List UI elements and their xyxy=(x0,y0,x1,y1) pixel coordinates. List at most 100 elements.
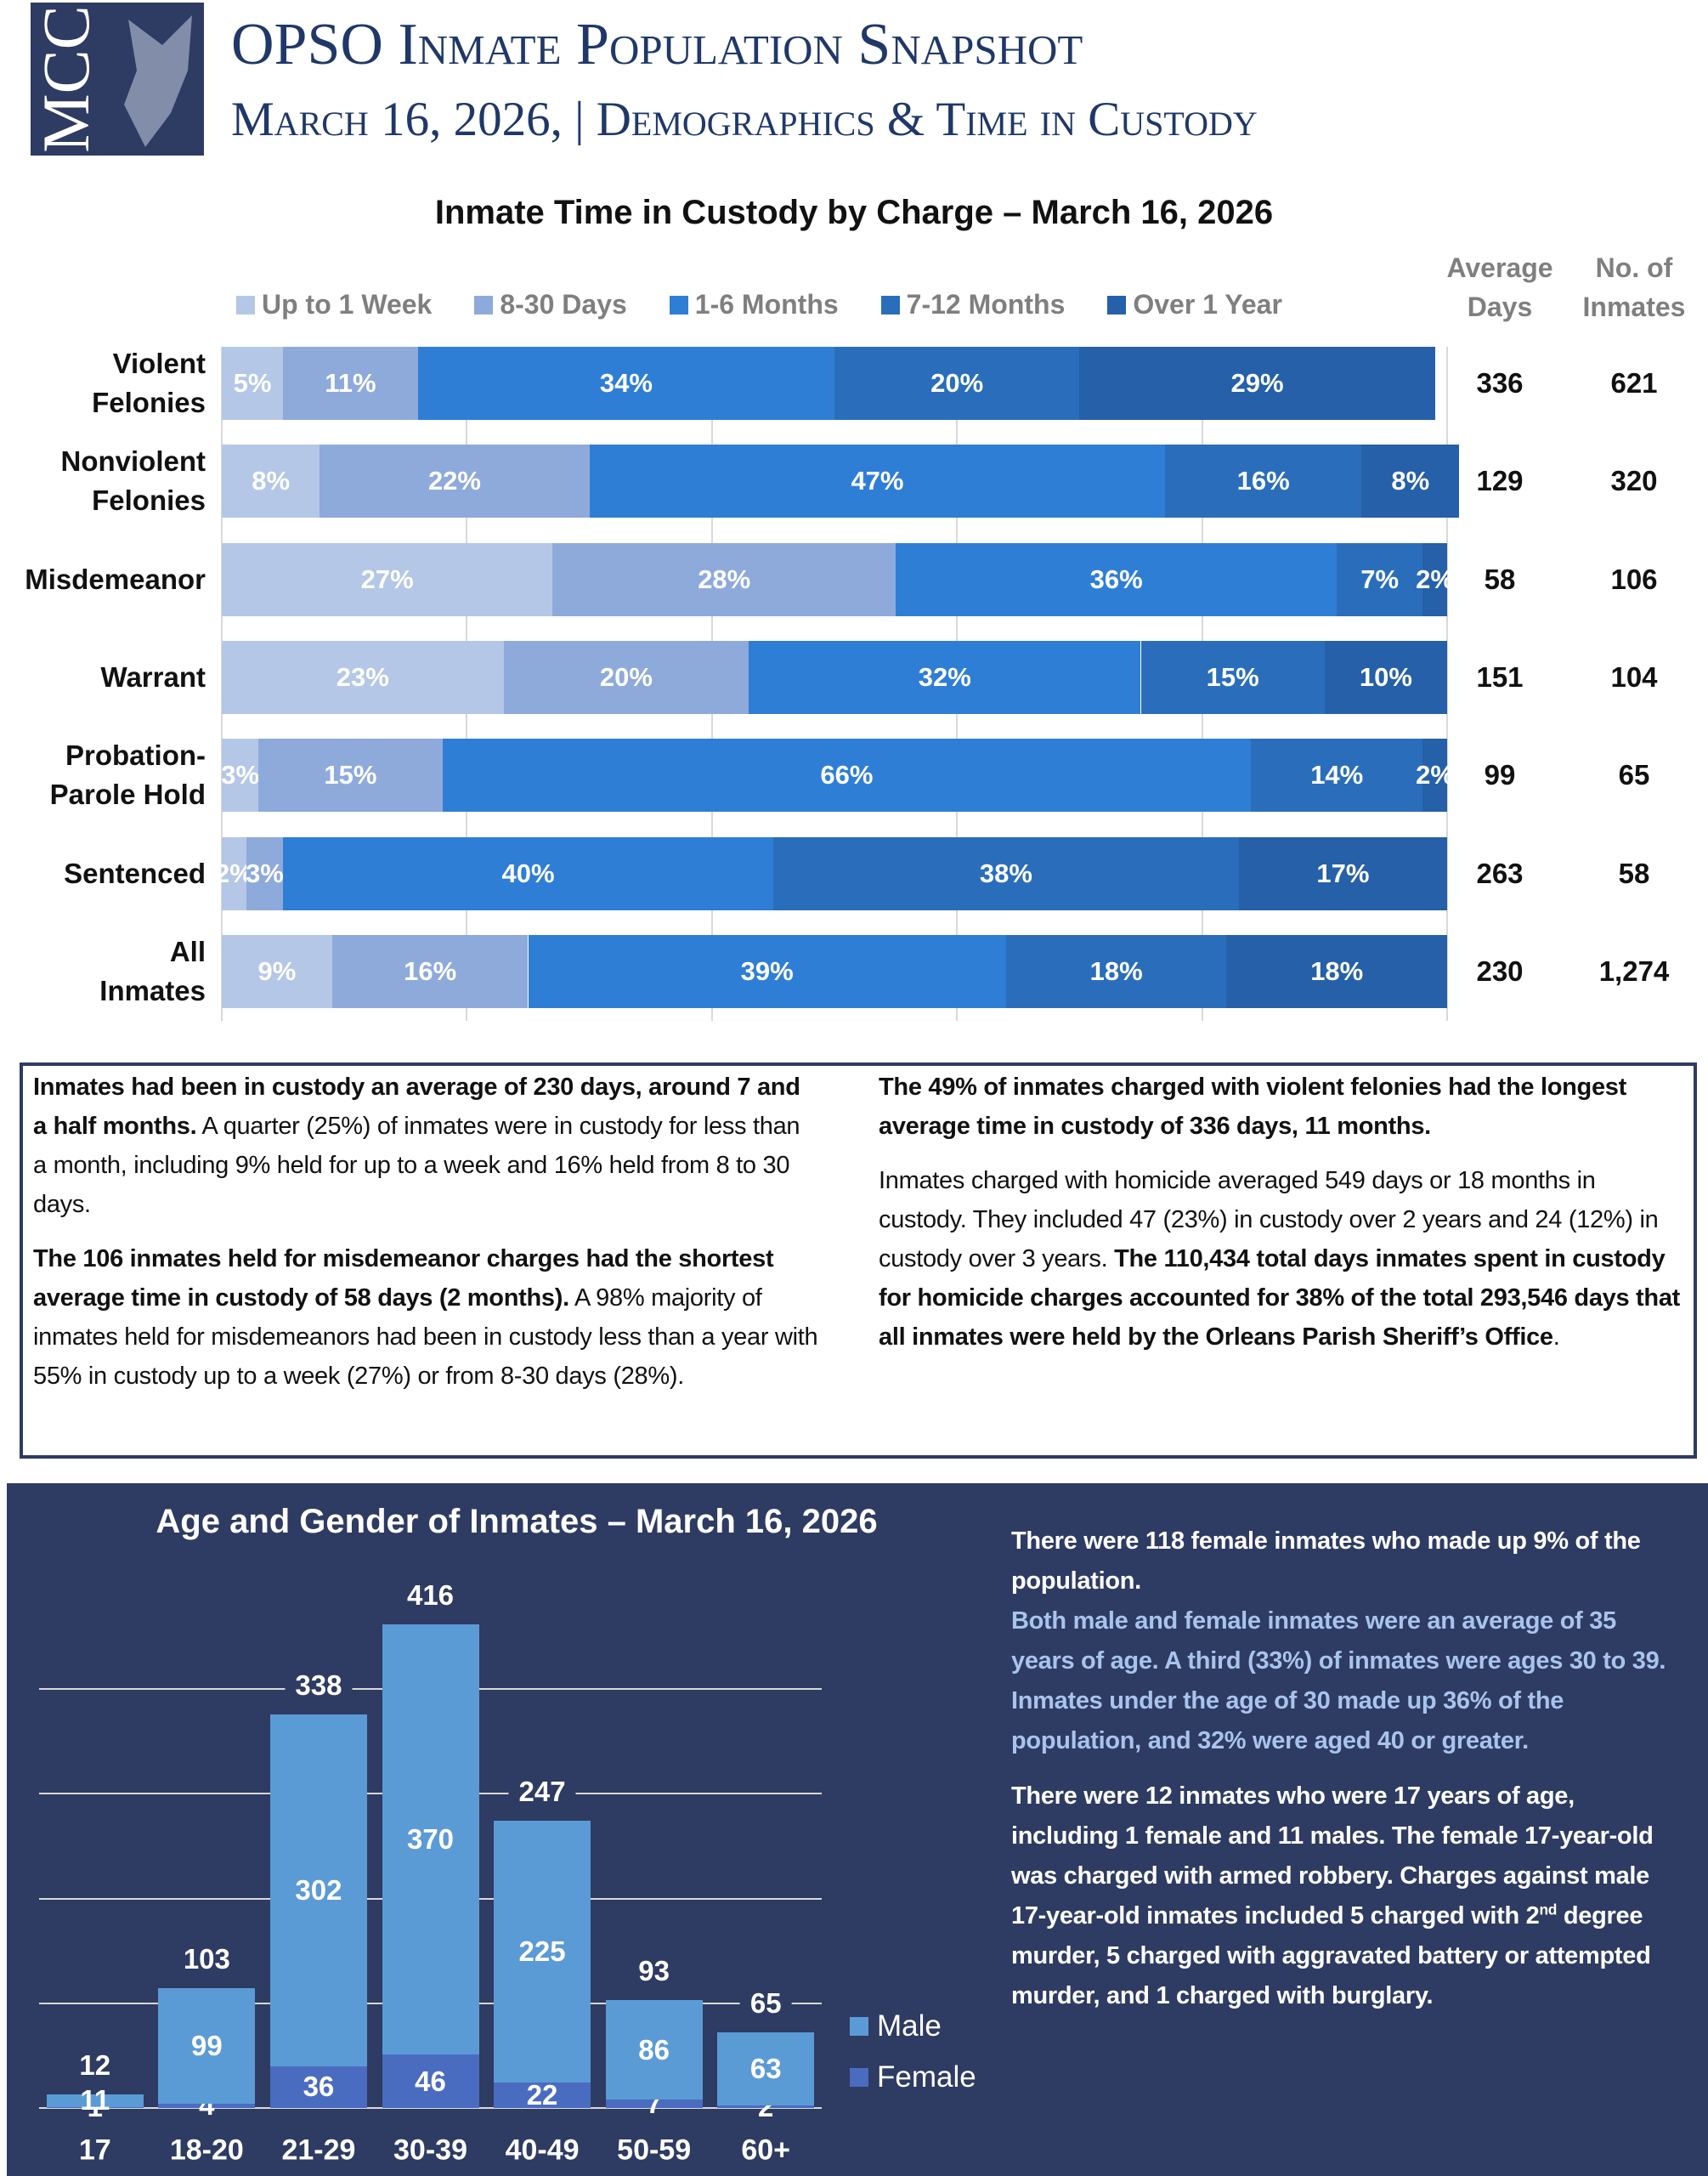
bar-segment xyxy=(717,2032,815,2106)
bar-segment xyxy=(158,2103,256,2108)
paragraph: The 106 inmates held for misdemeanor cha… xyxy=(33,1239,819,1396)
paragraph: There were 12 inmates who were 17 years … xyxy=(1011,1776,1683,2016)
grid-line xyxy=(1446,347,1448,1021)
value-label: 36 xyxy=(303,2071,335,2103)
value-label: 17% xyxy=(1316,858,1370,888)
value-label: 225 xyxy=(518,1935,566,1967)
table-value: 263 xyxy=(1476,857,1524,889)
bar-segment xyxy=(749,640,1141,714)
logo: MCC xyxy=(31,3,204,156)
value-label: 20% xyxy=(930,368,984,398)
value-label: 18% xyxy=(1089,955,1143,986)
bar-segment xyxy=(382,1624,479,2055)
table-value: 99 xyxy=(1484,759,1516,791)
paragraph: Both male and female inmates were an ave… xyxy=(1011,1601,1683,1761)
column-header: No. of Inmates xyxy=(1582,252,1686,322)
value-label: 3% xyxy=(221,760,260,790)
category-label: Warrant xyxy=(100,660,206,693)
text-run: There were 12 inmates who were 17 years … xyxy=(1011,1782,1654,1930)
text-run: There were 118 female inmates who made u… xyxy=(1011,1527,1641,1595)
table-value: 336 xyxy=(1476,367,1524,399)
table-value: 65 xyxy=(1618,759,1650,791)
bar-segment xyxy=(1337,542,1423,616)
bar-segment xyxy=(834,347,1080,420)
total-label: 338 xyxy=(285,1669,353,1703)
text-run: Both male and female inmates were an ave… xyxy=(1011,1607,1666,1754)
page-subtitle: March 16, 2026, | Demographics & Time in… xyxy=(231,93,1258,146)
value-label: 16% xyxy=(404,955,457,986)
notes-column: Inmates had been in custody an average o… xyxy=(33,1068,819,1411)
value-label: 15% xyxy=(324,760,377,790)
value-label: 14% xyxy=(1310,760,1364,790)
bar-segment xyxy=(382,2054,479,2108)
table-value: 230 xyxy=(1476,955,1524,987)
bar-segment xyxy=(1324,640,1447,714)
legend-label: 8-30 Days xyxy=(500,289,627,320)
legend-swatch xyxy=(669,295,688,314)
bar-segment xyxy=(246,836,284,910)
x-tick-label: 17 xyxy=(78,2134,111,2167)
total-label: 65 xyxy=(739,1987,792,2020)
grid-line xyxy=(39,2107,822,2109)
legend: Up to 1 Week 8-30 Days 1-6 Months 7-12 Mont… xyxy=(236,289,1282,320)
category-label: Sentenced xyxy=(64,857,206,889)
bar-segment xyxy=(605,1999,703,2100)
table-value: 151 xyxy=(1476,660,1524,693)
legend-item: Up to 1 Week xyxy=(236,289,432,320)
total-label: 93 xyxy=(628,1954,680,1987)
paragraph: The 49% of inmates charged with violent … xyxy=(879,1068,1682,1146)
text-run: The 106 inmates held for misdemeanor cha… xyxy=(33,1245,774,1312)
bar-segment xyxy=(222,934,332,1008)
value-label: 9% xyxy=(257,955,297,986)
table-value: 58 xyxy=(1484,563,1516,595)
legend-item: 7-12 Months xyxy=(880,289,1066,320)
legend-label: 7-12 Months xyxy=(906,289,1066,320)
bar-segment xyxy=(258,739,443,813)
table-value: 104 xyxy=(1610,660,1658,693)
bar-segment xyxy=(605,2100,703,2108)
value-label: 16% xyxy=(1236,466,1290,496)
bar-segment xyxy=(1422,739,1447,813)
value-label: 11 xyxy=(80,2084,110,2116)
bar-segment xyxy=(494,1820,591,2082)
value-label: 28% xyxy=(698,564,751,594)
column-header: Average Days xyxy=(1446,252,1553,322)
notes-column: The 49% of inmates charged with violent … xyxy=(879,1068,1682,1372)
bar-segment xyxy=(417,347,834,420)
value-label: 10% xyxy=(1359,661,1412,692)
notes-box xyxy=(20,1062,1697,1459)
total-label: 103 xyxy=(172,1943,240,1975)
x-tick-label: 50-59 xyxy=(617,2134,692,2167)
legend-item: 1-6 Months xyxy=(669,289,839,320)
bar-segment xyxy=(331,934,529,1008)
legend-item: Female xyxy=(850,2060,976,2094)
text-run: The 110,434 total days inmates spent in … xyxy=(879,1245,1681,1351)
bar-segment xyxy=(222,739,259,813)
legend-swatch xyxy=(236,295,255,314)
bar-segment xyxy=(1226,934,1447,1008)
value-label: 46 xyxy=(415,2065,446,2097)
text-run: A quarter (25%) of inmates were in custo… xyxy=(33,1113,800,1218)
bar-segment xyxy=(1361,445,1460,518)
legend-swatch xyxy=(850,2068,868,2087)
text-run: nd xyxy=(1539,1901,1558,1918)
x-tick-label: 40-49 xyxy=(505,2134,580,2167)
bar-segment xyxy=(46,2094,144,2107)
value-label: 32% xyxy=(918,661,971,692)
table-value: 129 xyxy=(1476,465,1524,497)
bar-segment xyxy=(283,347,418,420)
value-label: 2% xyxy=(1416,760,1454,790)
value-label: 7% xyxy=(1360,564,1400,594)
text-run: A 98% majority of inmates held for misde… xyxy=(33,1284,818,1390)
bar-segment xyxy=(717,2105,815,2108)
category-label: Misdemeanor xyxy=(25,563,206,595)
bar-segment xyxy=(269,2066,367,2108)
legend-label: Male xyxy=(877,2009,942,2043)
legend-item: 8-30 Days xyxy=(474,289,627,320)
chart-title: Age and Gender of Inmates – March 16, 20… xyxy=(156,1503,878,1540)
value-label: 11% xyxy=(325,368,376,398)
legend-label: Female xyxy=(877,2060,976,2094)
legend-label: Over 1 Year xyxy=(1133,289,1282,320)
value-label: 302 xyxy=(295,1874,342,1907)
legend-label: 1-6 Months xyxy=(694,289,839,320)
